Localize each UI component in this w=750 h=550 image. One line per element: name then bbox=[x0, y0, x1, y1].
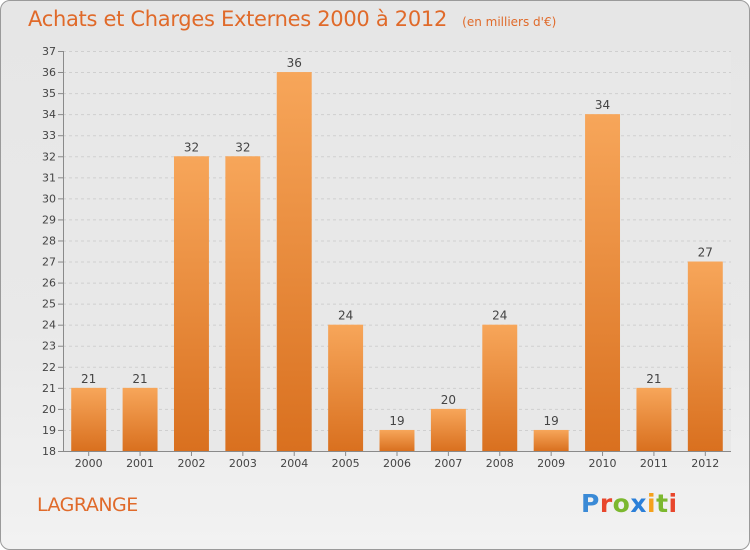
data-label: 21 bbox=[81, 372, 96, 386]
x-tick-label: 2004 bbox=[280, 457, 308, 470]
bar bbox=[276, 72, 312, 451]
data-label: 20 bbox=[441, 393, 456, 407]
bars: 21 21 32 32 36 24 19 20 24 19 34 21 27 bbox=[71, 56, 723, 451]
x-tick-label: 2003 bbox=[229, 457, 257, 470]
data-label: 21 bbox=[132, 372, 147, 386]
y-tick-label: 34 bbox=[42, 108, 56, 121]
data-label: 27 bbox=[698, 246, 713, 260]
chart-title: Achats et Charges Externes 2000 à 2012 bbox=[28, 7, 448, 31]
data-label: 19 bbox=[544, 414, 559, 428]
data-label: 32 bbox=[235, 140, 250, 154]
y-tick-label: 21 bbox=[42, 382, 56, 395]
bar bbox=[636, 387, 672, 451]
data-label: 34 bbox=[595, 98, 610, 112]
plot-area bbox=[63, 51, 731, 451]
y-tick-label: 32 bbox=[42, 150, 56, 163]
bar bbox=[585, 114, 621, 451]
bar bbox=[482, 324, 518, 451]
bar bbox=[430, 408, 466, 451]
logo-letter: P bbox=[581, 489, 600, 518]
data-label: 36 bbox=[287, 56, 302, 70]
bar bbox=[379, 429, 415, 451]
logo-letter: o bbox=[612, 489, 631, 518]
data-label: 32 bbox=[184, 140, 199, 154]
x-tick-label: 2000 bbox=[75, 457, 103, 470]
x-tick-label: 2006 bbox=[383, 457, 411, 470]
logo-letter: i bbox=[647, 489, 657, 518]
proxiti-logo[interactable]: Proxiti bbox=[581, 489, 678, 518]
logo-letter: t bbox=[656, 489, 669, 518]
y-axis: 18 19 20 21 22 23 24 25 26 27 28 29 30 31 32 33 34 35 36 37 bbox=[42, 45, 64, 458]
data-label: 24 bbox=[338, 309, 353, 323]
y-tick-label: 26 bbox=[42, 277, 56, 290]
y-tick-label: 37 bbox=[42, 45, 56, 58]
data-label: 21 bbox=[646, 372, 661, 386]
bar bbox=[328, 324, 364, 451]
y-tick-label: 19 bbox=[42, 424, 56, 437]
x-tick-label: 2001 bbox=[126, 457, 154, 470]
x-tick-label: 2005 bbox=[332, 457, 360, 470]
chart-unit: (en milliers d'€) bbox=[462, 15, 557, 29]
logo-letter: i bbox=[668, 489, 678, 518]
y-tick-label: 27 bbox=[42, 256, 56, 269]
commune-name: LAGRANGE bbox=[37, 494, 138, 516]
y-tick-label: 25 bbox=[42, 298, 56, 311]
y-tick-label: 31 bbox=[42, 171, 56, 184]
x-tick-label: 2009 bbox=[537, 457, 565, 470]
y-tick-label: 18 bbox=[42, 445, 56, 458]
chart-header: Achats et Charges Externes 2000 à 2012 (… bbox=[28, 7, 556, 31]
x-tick-label: 2010 bbox=[589, 457, 617, 470]
bar bbox=[173, 156, 209, 451]
y-tick-label: 24 bbox=[42, 319, 56, 332]
x-tick-label: 2012 bbox=[691, 457, 719, 470]
bar bbox=[687, 261, 723, 451]
y-tick-label: 35 bbox=[42, 87, 56, 100]
bar bbox=[122, 387, 158, 451]
y-tick-label: 20 bbox=[42, 403, 56, 416]
bar bbox=[225, 156, 261, 451]
x-axis: 2000 2001 2002 2003 2004 2005 2006 2007 2008 2009… bbox=[63, 451, 731, 470]
x-tick-label: 2007 bbox=[434, 457, 462, 470]
x-tick-label: 2002 bbox=[177, 457, 205, 470]
data-label: 19 bbox=[389, 414, 404, 428]
x-tick-label: 2008 bbox=[486, 457, 514, 470]
logo-letter: r bbox=[599, 489, 613, 518]
bar bbox=[71, 387, 107, 451]
y-tick-label: 28 bbox=[42, 234, 56, 247]
logo-letter: x bbox=[630, 489, 647, 518]
x-tick-label: 2011 bbox=[640, 457, 668, 470]
y-tick-label: 29 bbox=[42, 213, 56, 226]
bar bbox=[533, 429, 569, 451]
y-tick-label: 23 bbox=[42, 340, 56, 353]
y-tick-label: 33 bbox=[42, 129, 56, 142]
data-label: 24 bbox=[492, 309, 507, 323]
y-tick-label: 36 bbox=[42, 66, 56, 79]
y-tick-label: 30 bbox=[42, 192, 56, 205]
y-tick-label: 22 bbox=[42, 361, 56, 374]
